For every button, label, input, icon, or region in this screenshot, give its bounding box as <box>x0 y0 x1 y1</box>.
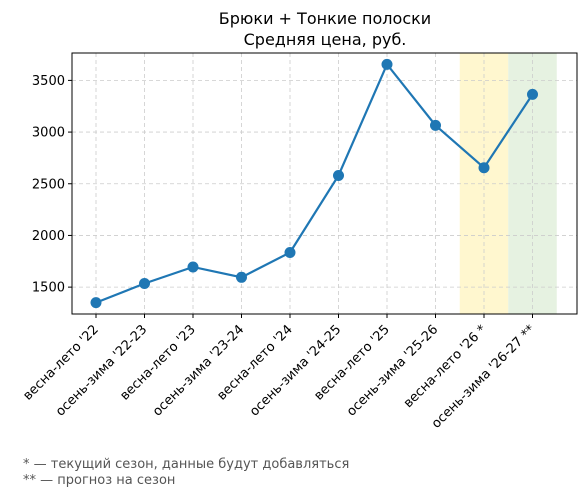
y-tick-label: 2500 <box>32 177 65 192</box>
data-point <box>187 261 199 273</box>
x-tick-label: осень-зима '22-23 <box>53 322 150 419</box>
data-point <box>139 278 150 290</box>
data-point <box>236 271 247 283</box>
y-tick-label: 3000 <box>32 126 65 141</box>
y-tick-label: 2000 <box>32 229 65 244</box>
data-point <box>478 162 490 174</box>
y-tick-label: 3500 <box>32 74 65 89</box>
note-current-season: * — текущий сезон, данные будут добавлят… <box>23 457 350 472</box>
data-point <box>333 169 344 181</box>
x-tick-label: осень-зима '25-26 <box>344 322 441 419</box>
data-point <box>90 297 102 309</box>
chart-subtitle: Средняя цена, руб. <box>244 30 407 49</box>
data-point <box>284 246 296 258</box>
data-point <box>381 58 393 70</box>
data-point <box>430 119 441 131</box>
x-tick-label: весна-лето '26 * <box>401 322 490 411</box>
chart-title: Брюки + Тонкие полоски <box>219 9 431 28</box>
line-chart: Брюки + Тонкие полоски Средняя цена, руб… <box>20 9 578 432</box>
y-tick-label: 1500 <box>32 281 65 296</box>
x-tick-label: осень-зима '23-24 <box>150 322 247 419</box>
data-point <box>527 88 538 100</box>
series-line <box>95 62 534 304</box>
note-forecast: ** — прогноз на сезон <box>23 473 176 488</box>
x-tick-label: осень-зима '24-25 <box>247 322 344 419</box>
